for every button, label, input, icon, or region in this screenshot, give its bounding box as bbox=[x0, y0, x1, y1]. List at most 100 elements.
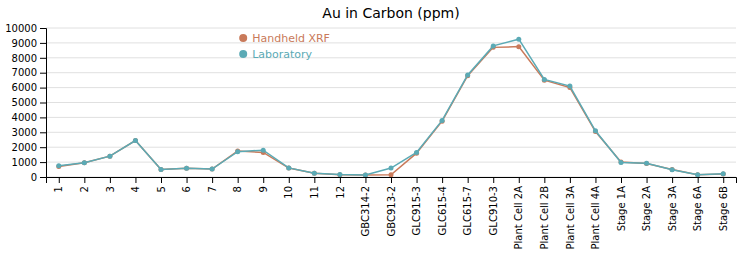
y-tick-mark bbox=[40, 177, 46, 178]
y-tick-label: 4000 bbox=[12, 112, 37, 123]
point bbox=[82, 160, 87, 165]
point bbox=[491, 43, 496, 48]
y-tick-label: 2000 bbox=[12, 142, 37, 153]
grid-line bbox=[46, 117, 736, 118]
x-tick-label: 3 bbox=[105, 186, 116, 192]
series-line bbox=[59, 47, 723, 175]
chart: 0100020003000400050006000700080009000100… bbox=[0, 0, 750, 265]
x-tick-label: Plant Cell 2A bbox=[513, 186, 524, 250]
point bbox=[337, 172, 342, 177]
x-tick: 10 bbox=[283, 177, 294, 199]
x-tick: GLC915-3 bbox=[411, 177, 422, 235]
point bbox=[695, 172, 700, 177]
x-tick: Stage 6A bbox=[692, 177, 703, 231]
x-tick: Plant Cell 3A bbox=[565, 177, 576, 249]
x-tick: 1 bbox=[53, 177, 64, 192]
point bbox=[363, 173, 368, 177]
y-tick: 8000 bbox=[12, 53, 46, 64]
y-tick-label: 10000 bbox=[5, 23, 37, 34]
x-tick-mark bbox=[647, 177, 648, 183]
x-tick: 4 bbox=[130, 177, 141, 192]
x-tick-mark bbox=[468, 177, 469, 183]
x-tick: GLC910-3 bbox=[488, 177, 499, 235]
x-tick-mark bbox=[314, 177, 315, 183]
x-tick-label: 12 bbox=[335, 186, 346, 199]
grid-line bbox=[46, 28, 736, 29]
point bbox=[107, 154, 112, 159]
x-tick-mark bbox=[698, 177, 699, 183]
x-tick-label: 10 bbox=[283, 186, 294, 199]
x-tick: Plant Cell 2A bbox=[513, 177, 524, 249]
y-tick: 5000 bbox=[12, 97, 46, 108]
x-tick: Plant Cell 2B bbox=[539, 177, 550, 249]
point bbox=[593, 128, 598, 133]
legend-item: Laboratory bbox=[239, 48, 312, 61]
y-tick-label: 7000 bbox=[12, 67, 37, 78]
y-tick: 0 bbox=[31, 172, 46, 183]
y-tick: 6000 bbox=[12, 82, 46, 93]
point bbox=[159, 167, 164, 172]
grid-line bbox=[46, 57, 736, 58]
x-tick: 12 bbox=[335, 177, 346, 199]
x-tick-mark bbox=[493, 177, 494, 183]
grid-line bbox=[46, 87, 736, 88]
y-tick-mark bbox=[40, 103, 46, 104]
legend-swatch bbox=[239, 34, 247, 42]
point bbox=[107, 154, 112, 159]
y-axis-line bbox=[40, 29, 47, 178]
grid bbox=[46, 28, 736, 177]
y-tick: 7000 bbox=[12, 67, 46, 78]
x-tick-label: 6 bbox=[181, 186, 192, 192]
point bbox=[721, 171, 726, 176]
x-tick-label: Plant Cell 4A bbox=[590, 186, 601, 250]
x-tick: 9 bbox=[258, 177, 269, 192]
title: Au in Carbon (ppm) bbox=[322, 5, 459, 21]
point bbox=[210, 167, 215, 172]
x-tick-label: Plant Cell 3A bbox=[565, 186, 576, 250]
x-tick: GBC913-2 bbox=[386, 177, 397, 236]
y-tick: 4000 bbox=[12, 112, 46, 123]
point bbox=[516, 37, 521, 42]
point bbox=[286, 166, 291, 171]
x-tick-label: 11 bbox=[309, 186, 320, 199]
x-tick-label: GLC615-7 bbox=[462, 186, 473, 235]
y-tick-label: 8000 bbox=[12, 53, 37, 64]
x-tick-mark bbox=[187, 177, 188, 183]
x-tick-mark bbox=[417, 177, 418, 183]
series-line bbox=[59, 39, 723, 175]
x-tick-mark bbox=[59, 177, 60, 183]
x-tick: GLC615-4 bbox=[437, 177, 448, 235]
point bbox=[210, 167, 215, 172]
x-tick-label: 8 bbox=[232, 186, 243, 192]
x-tick: Stage 3A bbox=[667, 177, 678, 231]
x-tick: 3 bbox=[105, 177, 116, 192]
x-tick-label: Stage 2A bbox=[641, 186, 652, 231]
x-tick-mark bbox=[544, 177, 545, 183]
grid-line bbox=[46, 132, 736, 133]
x-tick-mark bbox=[135, 177, 136, 183]
point bbox=[159, 167, 164, 172]
y-tick: 1000 bbox=[12, 157, 46, 168]
y-tick: 2000 bbox=[12, 142, 46, 153]
point bbox=[312, 171, 317, 176]
x-tick-label: GLC910-3 bbox=[488, 186, 499, 235]
y-tick-mark bbox=[40, 88, 46, 89]
x-tick-label: 2 bbox=[79, 186, 90, 192]
point bbox=[235, 148, 240, 153]
x-tick: 7 bbox=[207, 177, 218, 192]
point bbox=[389, 166, 394, 171]
x-tick-mark bbox=[723, 177, 724, 183]
point bbox=[465, 72, 470, 77]
plot: 0100020003000400050006000700080009000100… bbox=[5, 23, 736, 250]
point bbox=[542, 78, 547, 83]
x-tick-mark bbox=[621, 177, 622, 183]
point bbox=[644, 161, 649, 166]
x-axis: 123456789101112GBC314-2GBC913-2GLC915-3G… bbox=[47, 177, 737, 249]
x-tick-mark bbox=[570, 177, 571, 183]
point bbox=[414, 150, 419, 155]
point bbox=[644, 161, 649, 166]
x-tick: 6 bbox=[181, 177, 192, 192]
point bbox=[389, 172, 394, 177]
x-tick-mark bbox=[519, 177, 520, 183]
point bbox=[235, 149, 240, 154]
